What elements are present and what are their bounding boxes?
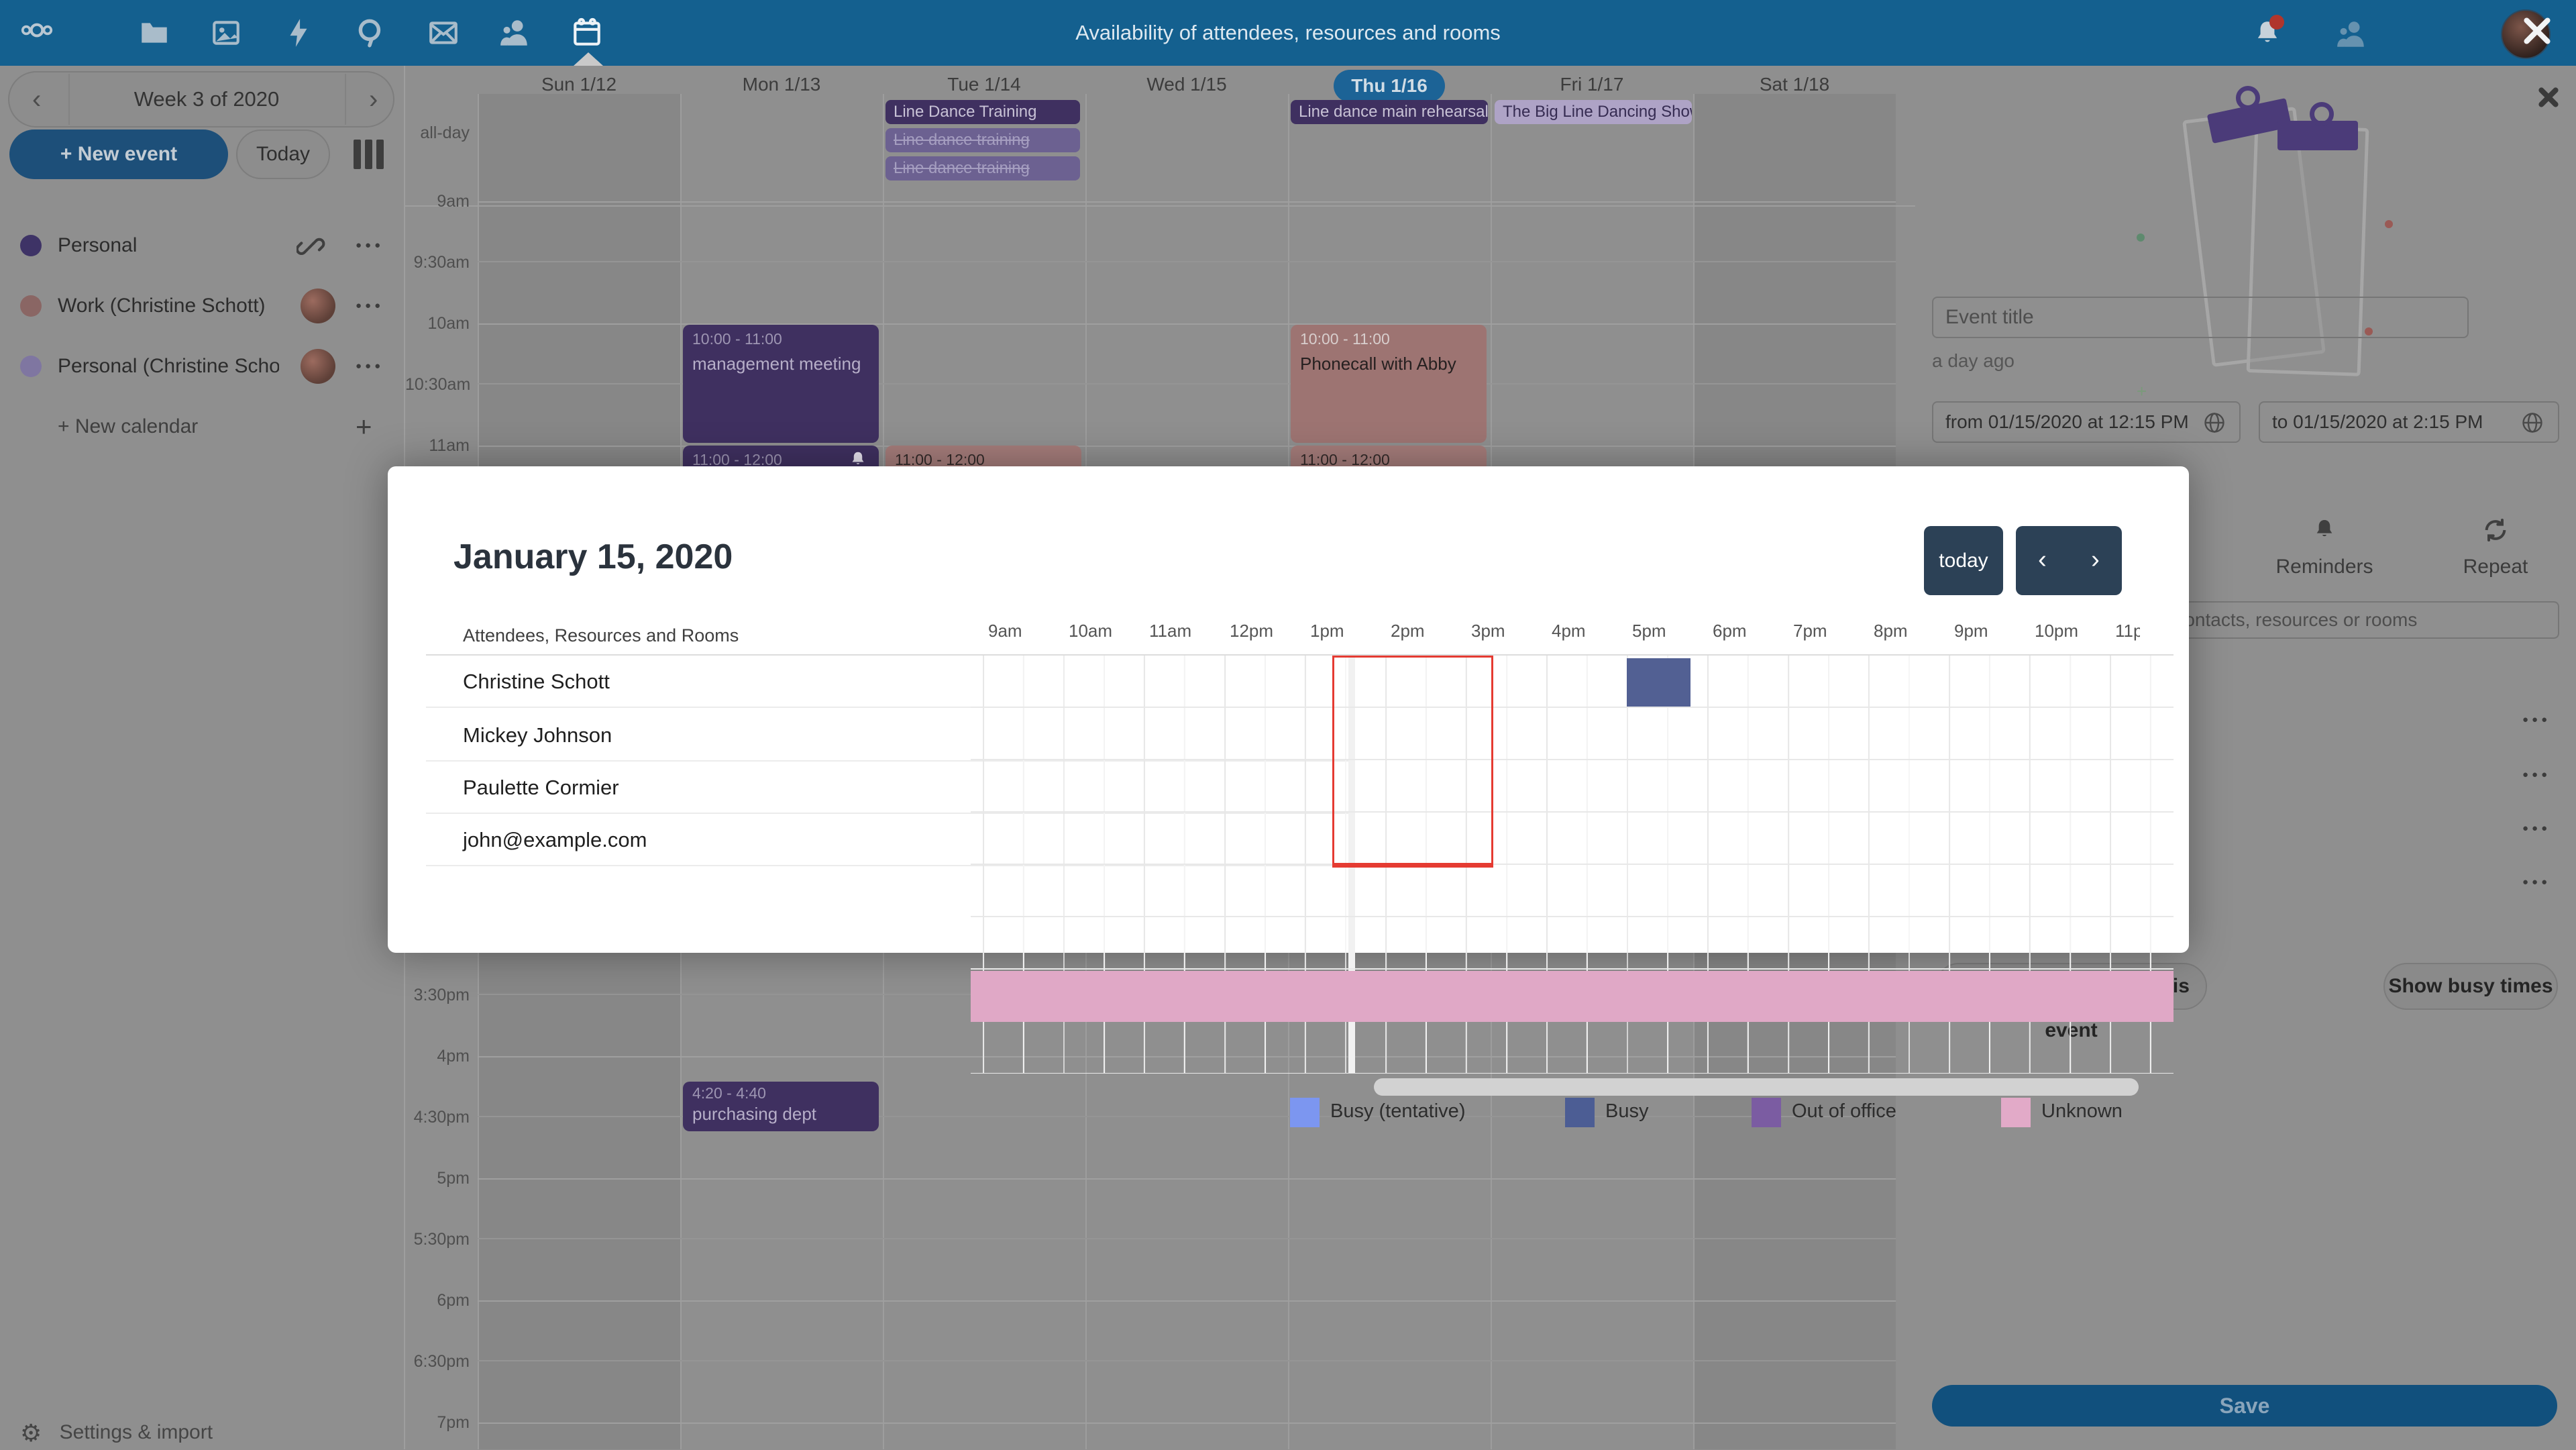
attendee-menu-icon[interactable]: ●●● (2522, 876, 2551, 888)
legend-swatch-busy-tentative (1290, 1098, 1320, 1127)
calendar-name: Personal (Christine Scho… (58, 355, 279, 377)
attendee-menu-icon[interactable]: ●●● (2522, 823, 2551, 834)
modal-nav: ‹ › (2016, 526, 2122, 595)
avatar (301, 289, 335, 323)
illustration-clipboard (2246, 124, 2369, 376)
calendar-menu-icon[interactable]: ●●● (356, 360, 384, 372)
contacts-menu-icon[interactable] (2334, 17, 2368, 51)
day-header[interactable]: Sat 1/18 (1759, 74, 1830, 95)
last-modified: a day ago (1932, 350, 2015, 371)
page-title: Availability of attendees, resources and… (1075, 21, 1501, 44)
calendar-color-dot (20, 235, 42, 256)
selected-timespan-outline[interactable] (1332, 656, 1493, 868)
sidebar-close-icon[interactable] (2536, 85, 2561, 110)
allday-label: all-day (420, 123, 470, 142)
day-header-today[interactable]: Thu 1/16 (1288, 70, 1491, 102)
show-busy-times-button[interactable]: Show busy times (2383, 963, 2558, 1010)
calendar-name: Personal (58, 234, 138, 256)
share-link-icon[interactable] (297, 231, 326, 260)
notification-dot (2269, 15, 2284, 30)
top-bar: Availability of attendees, resources and… (0, 0, 2576, 66)
to-datetime-input[interactable] (2259, 401, 2559, 443)
timezone-globe-icon[interactable] (2202, 411, 2226, 435)
legend-swatch-unknown (2001, 1098, 2031, 1127)
view-toggle-icon[interactable] (354, 140, 388, 169)
prev-day-icon[interactable]: ‹ (2038, 546, 2047, 574)
left-sidebar: ‹ Week 3 of 2020 › + New event Today Per… (0, 66, 404, 1449)
photos-icon[interactable] (209, 16, 243, 50)
new-event-button[interactable]: + New event (9, 130, 228, 179)
calendar-icon[interactable] (570, 16, 604, 50)
bell-icon (2237, 517, 2412, 549)
repeat-icon (2408, 517, 2576, 549)
availability-grid[interactable] (971, 656, 2174, 1074)
notifications-bell-icon[interactable] (2251, 15, 2284, 51)
modal-today-button[interactable]: today (1924, 526, 2003, 595)
nextcloud-logo[interactable] (20, 13, 101, 47)
event-purchasing-dept[interactable]: 4:20 - 4:40 purchasing dept (683, 1082, 879, 1131)
calendar-menu-icon[interactable]: ●●● (356, 300, 384, 311)
calendar-list-item[interactable]: Work (Christine Schott) ●●● (0, 279, 404, 333)
mail-icon[interactable] (427, 16, 460, 50)
allday-event[interactable]: Line Dance Training (885, 100, 1080, 124)
calendar-name: Work (Christine Schott) (58, 295, 266, 317)
gear-icon: ⚙ (20, 1419, 42, 1447)
availability-modal: January 15, 2020 today ‹ › Attendees, Re… (388, 466, 2189, 1127)
day-header[interactable]: Tue 1/14 (947, 74, 1021, 95)
bell-icon (848, 450, 868, 470)
tab-repeat[interactable]: Repeat (2408, 517, 2576, 578)
next-day-icon[interactable]: › (2091, 546, 2100, 574)
new-calendar-row[interactable]: + New calendar + (0, 400, 404, 454)
timeline-hours: 9am 10am 11am 12pm 1pm 2pm 3pm 4pm 5pm 6pm 7p… (988, 621, 2140, 641)
busy-block (1627, 658, 1690, 707)
calendar-list-item[interactable]: Personal (Christine Scho… ●●● (0, 340, 404, 393)
settings-import[interactable]: ⚙ Settings & import (20, 1419, 213, 1447)
calendar-list-item[interactable]: Personal ●●● (0, 219, 404, 272)
event-management-meeting[interactable]: 10:00 - 11:00 management meeting (683, 325, 879, 443)
avatar (301, 349, 335, 384)
attendee-menu-icon[interactable]: ●●● (2522, 769, 2551, 780)
day-header[interactable]: Wed 1/15 (1146, 74, 1227, 95)
prev-week-icon[interactable]: ‹ (32, 85, 42, 114)
allday-event[interactable]: Line dance training (885, 156, 1080, 180)
calendar-color-dot (20, 295, 42, 317)
legend-swatch-busy (1565, 1098, 1595, 1127)
next-week-icon[interactable]: › (369, 85, 378, 114)
save-button[interactable]: Save (1932, 1385, 2557, 1427)
add-calendar-plus-icon[interactable]: + (356, 411, 372, 442)
allday-event[interactable]: Line dance training (885, 128, 1080, 152)
unknown-availability-block (971, 971, 2174, 1022)
contacts-icon[interactable] (498, 16, 531, 50)
search-icon[interactable] (354, 16, 388, 50)
active-app-indicator (574, 52, 603, 66)
event-editor-sidebar: + a day ago Attendees Reminders Repeat ●… (1915, 66, 2576, 1449)
day-header[interactable]: Fri 1/17 (1560, 74, 1624, 95)
event-phonecall-with-abby[interactable]: 10:00 - 11:00 Phonecall with Abby (1291, 325, 1487, 443)
attendees-column-header: Attendees, Resources and Rooms (463, 625, 739, 645)
day-header[interactable]: Sun 1/12 (541, 74, 617, 95)
timeline-scrollbar[interactable] (1374, 1078, 2139, 1096)
calendar-color-dot (20, 356, 42, 377)
legend-swatch-out-of-office (1752, 1098, 1781, 1127)
day-header[interactable]: Mon 1/13 (742, 74, 821, 95)
allday-event[interactable]: The Big Line Dancing Show (1495, 100, 1692, 124)
event-title-input[interactable] (1932, 297, 2469, 338)
activity-icon[interactable] (282, 16, 315, 50)
today-button[interactable]: Today (236, 130, 330, 179)
calendar-menu-icon[interactable]: ●●● (356, 240, 384, 251)
modal-close-icon[interactable] (2520, 13, 2555, 48)
timezone-globe-icon[interactable] (2520, 411, 2544, 435)
attendee-menu-icon[interactable]: ●●● (2522, 714, 2551, 725)
week-label[interactable]: Week 3 of 2020 (133, 87, 280, 111)
allday-event[interactable]: Line dance main rehearsal (1291, 100, 1488, 124)
from-datetime-input[interactable] (1932, 401, 2241, 443)
modal-title: January 15, 2020 (453, 537, 733, 576)
week-navigation[interactable]: ‹ Week 3 of 2020 › (8, 71, 394, 127)
tab-reminders[interactable]: Reminders (2237, 517, 2412, 578)
files-icon[interactable] (138, 16, 171, 50)
